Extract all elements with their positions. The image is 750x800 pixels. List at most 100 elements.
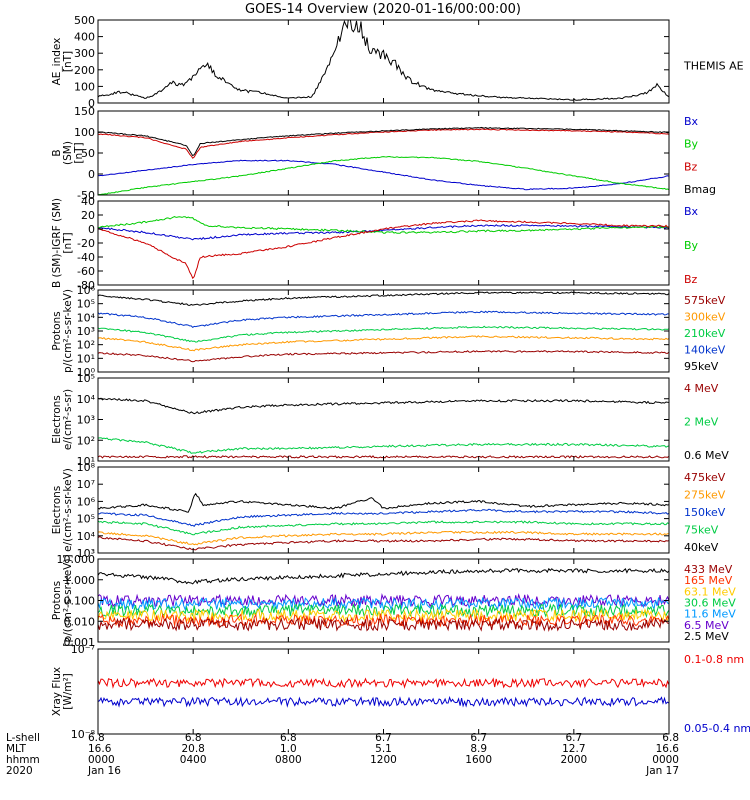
- y-tick-label: 10⁵: [77, 513, 95, 526]
- legend-entry: 2 MeV: [684, 416, 719, 429]
- series-electrons_high-0-6-mev: [98, 397, 669, 415]
- series-bigrf-bx: [98, 224, 669, 241]
- y-tick-label: -80: [77, 279, 95, 292]
- x-tick-label: 6.7: [375, 732, 392, 744]
- series-electrons_low-75kev: [98, 508, 669, 527]
- x-tick-label: 16.6: [88, 743, 112, 755]
- y-tick-label: 10²: [77, 434, 95, 447]
- panel-bsm: -50 0 50 100 150 B (SM) [nT] Bx By Bz Bmag: [51, 105, 716, 202]
- y-tick-label: -50: [77, 189, 95, 202]
- x-tick-label: 1200: [370, 754, 397, 766]
- y-tick-label: 10¹: [77, 455, 95, 468]
- series-electrons_low-40kev: [98, 492, 669, 513]
- legend-entry: Bx: [684, 115, 699, 128]
- legend-entry: 75keV: [684, 524, 719, 537]
- x-tick-label: 20.8: [181, 743, 204, 755]
- legend-entry: By: [684, 239, 699, 252]
- y-tick-label: 10¹: [77, 352, 95, 365]
- legend-entry: THEMIS AE: [683, 60, 744, 73]
- x-tick-label: 1.0: [280, 743, 297, 755]
- y-axis-label: p/(cm²-s-sr-keV): [62, 289, 74, 373]
- x-tick-label: 0000: [652, 754, 679, 766]
- y-tick-label: 100: [74, 126, 95, 139]
- x-tick-label: 1600: [465, 754, 492, 766]
- y-tick-label: 10³: [77, 414, 95, 427]
- panel-ae: 0 100 200 300 400 500 AE_index [nT] THEMIS AE: [51, 14, 744, 110]
- y-axis-label: Electrons: [51, 486, 63, 535]
- y-axis-label: B: [51, 149, 63, 156]
- y-axis-label: Protons: [51, 311, 63, 350]
- series-protons_high-575kev: [98, 350, 669, 363]
- y-tick-label: 0: [88, 223, 95, 236]
- x-row-label: hhmm: [6, 754, 40, 766]
- x-tick-label: 6.8: [662, 732, 679, 744]
- series-bsm-by: [98, 155, 669, 195]
- y-axis-label: [nT]: [62, 51, 74, 72]
- x-row-label: L-shell: [6, 732, 40, 744]
- y-tick-label: 10⁶: [77, 284, 96, 297]
- y-tick-label: 20: [81, 209, 95, 222]
- x-tick-label: 0800: [275, 754, 302, 766]
- legend-entry: 6.5 MeV: [684, 619, 729, 632]
- x-row-label: 2020: [6, 765, 33, 777]
- legend-entry: 475keV: [684, 471, 726, 484]
- series-electrons_high-2-mev: [98, 437, 669, 454]
- x-tick-label: 6.7: [565, 732, 582, 744]
- y-tick-label: 150: [74, 105, 95, 118]
- series-electrons_low-150kev: [98, 520, 669, 536]
- y-tick-label: 0.100: [64, 595, 96, 608]
- y-tick-label: 40: [81, 195, 95, 208]
- y-tick-label: 0: [88, 97, 95, 110]
- y-tick-label: 10⁸: [77, 461, 96, 474]
- series-protons_energetic-11-6-mev: [98, 596, 669, 612]
- x-tick-label: Jan 16: [87, 765, 121, 777]
- y-tick-label: 100: [74, 80, 95, 93]
- panel-electrons_low: 10³ 10⁴ 10⁵ 10⁶ 10⁷ 10⁸ Electrons e/(cm²-s-sr-k…: [51, 461, 726, 560]
- y-axis-label: [p/(cm²-s-sr-keV)]: [62, 554, 74, 646]
- panel-frame: [97, 648, 670, 735]
- series-bigrf-bz: [98, 219, 669, 280]
- x-tick-label: 16.6: [656, 743, 680, 755]
- panel-frame: [97, 200, 670, 286]
- panel-protons_energetic: 0.001 0.010 0.100 1.000 10.000 Protons [p/(cm²…: [51, 553, 736, 649]
- legend-entry: 0.1-0.8 nm: [684, 653, 744, 666]
- figure-title: GOES-14 Overview (2020-01-16/00:00:00): [245, 2, 521, 17]
- y-tick-label: 10²: [77, 339, 95, 352]
- x-tick-label: 6.8: [88, 732, 105, 744]
- x-tick-label: 6.7: [470, 732, 487, 744]
- legend-entry: 433 MeV: [684, 563, 733, 576]
- panel-frame: [97, 19, 670, 104]
- x-tick-label: Jan 17: [645, 765, 679, 777]
- y-axis-label: Xray Flux: [51, 667, 63, 716]
- series-bigrf-by: [98, 216, 669, 234]
- y-tick-label: -40: [77, 251, 95, 264]
- y-tick-label: 10⁰: [77, 366, 96, 379]
- series-protons_high-210kev: [98, 325, 669, 343]
- y-tick-label: 10⁴: [77, 530, 96, 543]
- panel-electrons_high: 10¹ 10² 10³ 10⁴ 10⁵ Electrons e/(cm²-s-sr) 4 Me…: [51, 372, 729, 468]
- legend-entry: 0.05-0.4 nm: [684, 722, 750, 735]
- legend-entry: 575keV: [684, 294, 726, 307]
- y-tick-label: 50: [81, 147, 95, 160]
- legend-entry: 210keV: [684, 327, 726, 340]
- panel-frame: [97, 377, 670, 462]
- y-tick-label: 0: [88, 168, 95, 181]
- legend-entry: 11.6 MeV: [684, 608, 736, 621]
- y-tick-label: 10⁴: [77, 393, 96, 406]
- x-tick-label: 0000: [88, 754, 115, 766]
- y-tick-label: 10⁻⁷: [71, 643, 95, 656]
- legend-entry: 4 MeV: [684, 382, 719, 395]
- y-axis-label: [nT]: [62, 232, 74, 253]
- y-axis-label: B (SM)-IGRF (SM): [51, 198, 63, 288]
- panel-xray: 10⁻⁸ 10⁻⁷ Xray Flux [W/m²] 0.1-0.8 nm 0.05-0.…: [51, 643, 750, 741]
- y-tick-label: 10.000: [57, 553, 96, 566]
- legend-entry: Bz: [684, 273, 698, 286]
- y-tick-label: 400: [74, 31, 95, 44]
- y-tick-label: 500: [74, 14, 95, 27]
- series-protons_high-140kev: [98, 310, 669, 329]
- y-tick-label: 10⁵: [77, 372, 95, 385]
- y-tick-label: 10³: [77, 547, 95, 560]
